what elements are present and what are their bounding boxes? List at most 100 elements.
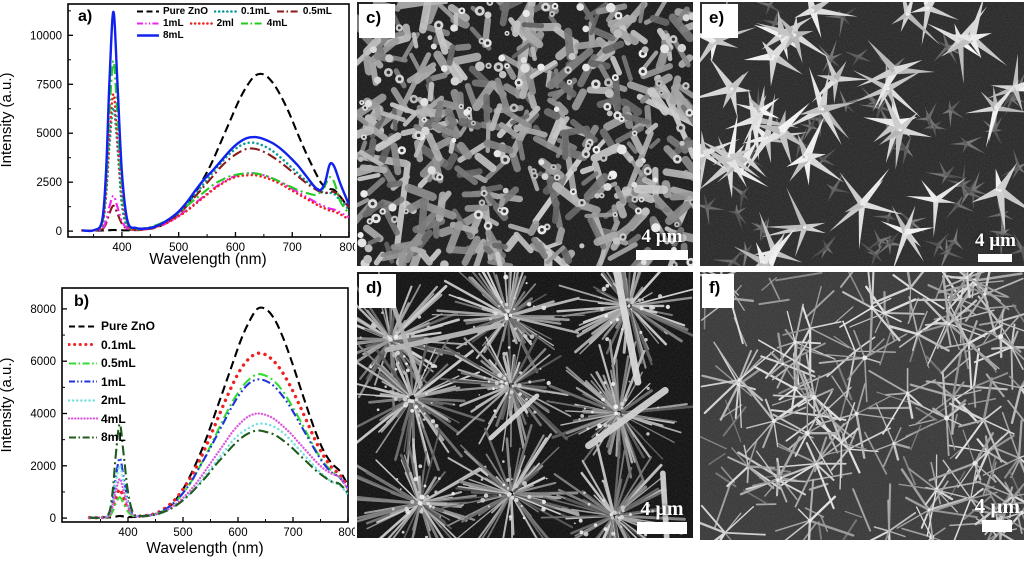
legend-label: 4mL	[266, 18, 288, 29]
series-8ml	[82, 10, 349, 233]
sem-micrograph-c	[357, 2, 693, 266]
scale-bar-text-e: 4 µm	[974, 230, 1016, 251]
legend-line-sample	[137, 10, 159, 13]
scale-bar-f: 4 µm	[975, 496, 1020, 532]
legend-label: 8mL	[163, 30, 184, 41]
sem-image-e: e) 4 µm	[700, 2, 1024, 266]
series-pure-zno	[82, 72, 349, 232]
legend-row: 8mL	[136, 30, 338, 41]
chart-a-container: 400 500 600 700 800 0 2500 5000 7500 10000 Wavelen…	[0, 0, 355, 275]
legend-label: 2ml	[216, 18, 234, 29]
legend-item-8ml: 8mL	[136, 30, 184, 41]
svg-text:8000: 8000	[30, 304, 56, 316]
legend-item-2ml: 2ml	[189, 18, 234, 29]
svg-text:500: 500	[173, 527, 192, 539]
series-0.5ml	[82, 147, 349, 232]
series-1ml	[89, 378, 348, 519]
svg-text:500: 500	[169, 242, 188, 254]
series-pure-zno	[89, 306, 348, 519]
legend-row: 2mL	[68, 391, 155, 410]
series-4ml	[88, 412, 348, 519]
svg-text:0: 0	[50, 513, 56, 525]
legend-item-0.5ml: 0.5mL	[68, 354, 136, 373]
series-0.5ml	[89, 373, 348, 519]
legend-item-1ml: 1mL	[68, 373, 126, 392]
svg-text:800: 800	[339, 242, 355, 254]
legend-line-sample	[276, 10, 299, 13]
chart-a-plot: 400 500 600 700 800 0 2500 5000 7500 10000 Wavelen…	[0, 3, 355, 268]
legend-item-0.1ml: 0.1mL	[68, 336, 136, 355]
panel-label-text-e: e)	[709, 8, 725, 27]
scale-bar-text-c: 4 µm	[641, 226, 683, 247]
legend-item-1ml: 1mL	[136, 18, 184, 29]
svg-text:700: 700	[283, 527, 302, 539]
series-2ml	[88, 422, 348, 519]
scale-bar-e: 4 µm	[975, 231, 1016, 262]
svg-text:700: 700	[283, 242, 302, 254]
chart-b-plot: 400 500 600 700 80002000400060008000Waveleng…	[0, 287, 355, 557]
sem-image-d: d) 4 µm	[357, 272, 693, 538]
scale-bar-line-f	[982, 520, 1013, 532]
svg-text:4000: 4000	[30, 408, 56, 420]
legend-line-sample	[137, 34, 159, 37]
legend-line-sample	[68, 417, 98, 420]
legend-line-sample	[69, 436, 97, 439]
panel-label-b: b)	[74, 293, 90, 310]
legend-label: 8mL	[101, 430, 126, 445]
svg-text:400: 400	[112, 242, 131, 254]
legend-item-pure-zno: Pure ZnO	[68, 317, 155, 336]
chart-b-container: 400 500 600 700 800 0 2000 4000 6000 8000 Waveleng…	[0, 275, 355, 561]
legend-line-sample	[69, 325, 97, 328]
svg-text:600: 600	[228, 527, 247, 539]
scale-bar-text-d: 4 µm	[640, 498, 684, 520]
legend-item-4ml: 4mL	[240, 18, 288, 29]
legend-line-sample	[68, 343, 98, 347]
series-4ml	[82, 59, 349, 233]
legend-line-sample	[69, 380, 97, 383]
legend-label: 1mL	[101, 374, 126, 389]
legend-row: Pure ZnO	[68, 317, 155, 336]
svg-text:800: 800	[338, 527, 355, 539]
legend-item-4ml: 4mL	[68, 410, 126, 429]
series-2ml	[80, 92, 349, 233]
legend-label: 0.1mL	[101, 337, 136, 352]
legend-row: 4mL	[68, 410, 155, 429]
panel-label-c: c)	[359, 4, 396, 38]
legend-row: 8mL	[68, 428, 155, 447]
legend-label: 0.5mL	[101, 356, 136, 371]
sem-image-f: f) 4 µm	[700, 272, 1024, 540]
panel-label-text-d: d)	[366, 278, 383, 297]
series-1ml	[82, 172, 349, 232]
legend-label: Pure ZnO	[163, 6, 209, 17]
sem-image-c: c) 4 µm	[357, 2, 693, 266]
y-axis-label-a: Intensity (a.u.)	[0, 72, 15, 167]
svg-text:7500: 7500	[36, 79, 62, 91]
scale-bar-line-c	[636, 250, 688, 260]
legend-item-8ml: 8mL	[68, 428, 126, 447]
scale-bar-c: 4 µm	[636, 227, 688, 260]
series-0.1ml	[87, 351, 348, 520]
legend-label: Pure ZnO	[101, 319, 156, 334]
chart-a-legend: Pure ZnO 0.1mL 0.5mL 1mL 2ml 4mL 8mL	[136, 6, 338, 42]
legend-item-2ml: 2mL	[68, 391, 126, 410]
svg-text:10000: 10000	[30, 30, 62, 42]
scale-bar-line-d	[637, 522, 687, 534]
svg-text:2500: 2500	[36, 177, 62, 189]
scale-bar-text-f: 4 µm	[974, 494, 1020, 518]
legend-label: 2mL	[101, 393, 126, 408]
panel-label-d: d)	[359, 274, 397, 308]
legend-item-0.1ml: 0.1mL	[214, 6, 270, 17]
legend-line-sample	[189, 22, 214, 25]
legend-row: Pure ZnO 0.1mL 0.5mL	[136, 6, 338, 17]
legend-row: 1mL	[68, 373, 155, 392]
x-axis-label-a: Wavelength (nm)	[149, 251, 266, 268]
scale-bar-d: 4 µm	[637, 499, 687, 534]
legend-row: 0.5mL	[68, 354, 155, 373]
legend-item-0.5ml: 0.5mL	[276, 6, 332, 17]
legend-item-pure-zno: Pure ZnO	[136, 6, 208, 17]
panel-label-a: a)	[78, 8, 93, 25]
legend-row: 1mL 2ml 4mL	[136, 18, 338, 29]
svg-text:600: 600	[226, 242, 245, 254]
legend-label: 1mL	[163, 18, 184, 29]
